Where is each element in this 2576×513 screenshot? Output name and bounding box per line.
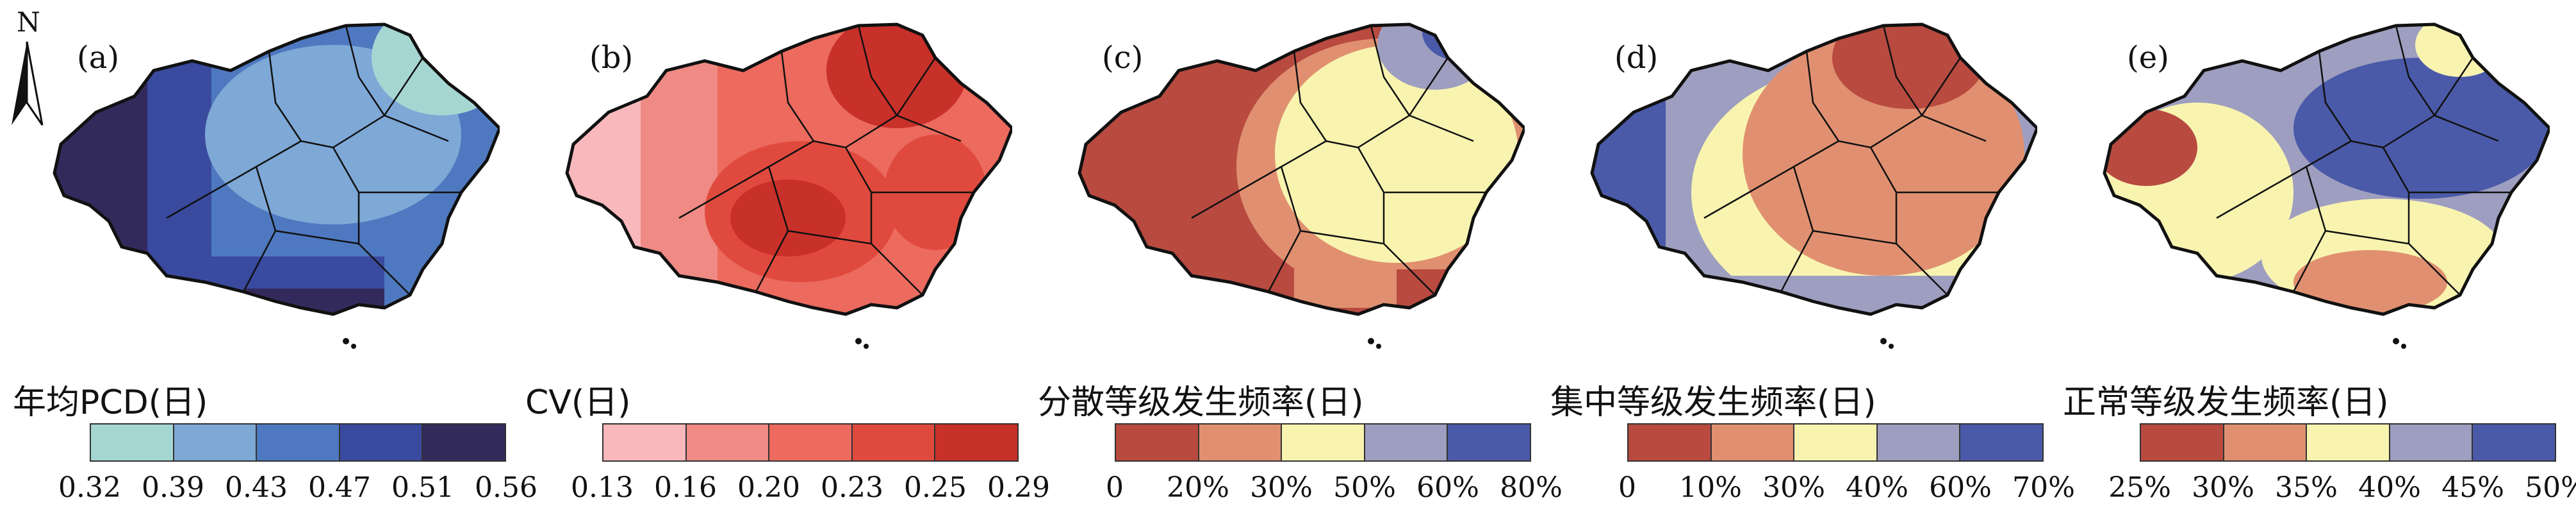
legend-swatch-3 [2307, 425, 2390, 460]
legend-swatch-1 [1116, 425, 1199, 460]
legend-tick: 0.29 [987, 471, 1050, 504]
legend-swatch-2 [174, 425, 258, 460]
legend-tick: 0.43 [225, 471, 288, 504]
legend-tick: 60% [1929, 471, 1992, 504]
map-panel-a: (a) 年均PCD(日) 0.32 0.39 0.43 0.47 0.51 0.… [0, 0, 537, 513]
map-panel-c: (c) 分散等级发生频率(日) 0 20% 30% 50% 60% 80% [1025, 0, 1563, 513]
legend-swatch-5 [1960, 425, 2042, 460]
legend-title: 年均PCD(日) [13, 383, 208, 422]
legend-ticks: 0 10% 30% 40% 60% 70% [1602, 471, 2075, 510]
legend-ticks: 0 20% 30% 50% 60% 80% [1089, 471, 1563, 510]
legend-ticks: 0.32 0.39 0.43 0.47 0.51 0.56 [58, 471, 537, 510]
legend-title: CV(日) [525, 383, 631, 422]
legend-swatch-4 [340, 425, 423, 460]
legend-swatch-5 [1448, 425, 1530, 460]
legend-swatch-4 [2390, 425, 2473, 460]
legend-swatch-3 [1282, 425, 1365, 460]
legend-tick: 35% [2275, 471, 2338, 504]
legend-swatch-1 [91, 425, 174, 460]
map-d [1590, 22, 2037, 349]
legend-swatch-2 [1199, 425, 1283, 460]
legend-tick: 50% [2525, 471, 2576, 504]
legend-swatch-3 [257, 425, 340, 460]
legend-tick: 20% [1167, 471, 1229, 504]
legend-bar [90, 423, 506, 462]
panel-label: (e) [2127, 40, 2169, 76]
legend-title: 集中等级发生频率(日) [1550, 383, 1876, 422]
legend-swatch-1 [2141, 425, 2224, 460]
legend-tick: 45% [2441, 471, 2504, 504]
legend-bar [602, 423, 1019, 462]
legend-tick: 30% [2192, 471, 2254, 504]
legend-ticks: 0.13 0.16 0.20 0.23 0.25 0.29 [571, 471, 1050, 510]
legend-tick: 0.23 [821, 471, 883, 504]
legend-title: 分散等级发生频率(日) [1038, 383, 1364, 422]
legend-tick: 0.47 [308, 471, 371, 504]
legend-swatch-2 [2224, 425, 2308, 460]
legend-tick: 10% [1679, 471, 1742, 504]
legend-swatch-4 [1365, 425, 1448, 460]
panel-label: (d) [1614, 40, 1659, 76]
panel-label: (a) [77, 40, 120, 76]
legend-swatch-2 [686, 425, 770, 460]
legend-swatch-3 [769, 425, 853, 460]
map-b [565, 22, 1012, 349]
legend-tick: 0 [1106, 471, 1124, 504]
map-panel-d: (d) 集中等级发生频率(日) 0 10% 30% 40% 60% 70% [1538, 0, 2075, 513]
legend-tick: 0 [1618, 471, 1636, 504]
legend-tick: 0.56 [475, 471, 537, 504]
legend-bar [2140, 423, 2556, 462]
legend-swatch-3 [1794, 425, 1878, 460]
map-c [1078, 22, 1525, 349]
legend-tick: 40% [1846, 471, 1908, 504]
legend-tick: 0.39 [142, 471, 204, 504]
map-a [53, 22, 500, 349]
legend-tick: 70% [2012, 471, 2075, 504]
legend-bar [1627, 423, 2044, 462]
legend-tick: 25% [2108, 471, 2171, 504]
legend-tick: 0.32 [58, 471, 121, 504]
legend-swatch-5 [935, 425, 1017, 460]
north-letter: N [17, 6, 40, 38]
legend-tick: 0.20 [737, 471, 800, 504]
panel-label: (c) [1102, 40, 1144, 76]
legend-tick: 80% [1500, 471, 1563, 504]
north-arrow-icon [12, 41, 44, 126]
legend-swatch-4 [1877, 425, 1961, 460]
legend-tick: 30% [1250, 471, 1313, 504]
legend-bar [1115, 423, 1531, 462]
legend-tick: 0.16 [654, 471, 717, 504]
map-e [2103, 22, 2550, 349]
legend-swatch-1 [603, 425, 687, 460]
legend-ticks: 25% 30% 35% 40% 45% 50% [2108, 471, 2576, 510]
panel-label: (b) [589, 40, 634, 76]
legend-swatch-4 [852, 425, 936, 460]
legend-swatch-1 [1628, 425, 1712, 460]
legend-swatch-5 [423, 425, 505, 460]
legend-tick: 0.51 [391, 471, 454, 504]
legend-swatch-5 [2473, 425, 2555, 460]
legend-tick: 50% [1333, 471, 1396, 504]
legend-swatch-2 [1711, 425, 1795, 460]
legend-tick: 60% [1416, 471, 1479, 504]
legend-title: 正常等级发生频率(日) [2063, 383, 2389, 422]
legend-tick: 0.13 [571, 471, 634, 504]
legend-tick: 30% [1762, 471, 1825, 504]
legend-tick: 0.25 [904, 471, 967, 504]
map-panel-b: (b) CV(日) 0.13 0.16 0.20 0.23 0.25 0.29 [513, 0, 1050, 513]
north-arrow: N [5, 6, 63, 128]
map-panel-e: (e) 正常等级发生频率(日) 25% 30% 35% 40% 45% 50% [2050, 0, 2576, 513]
legend-tick: 40% [2358, 471, 2421, 504]
